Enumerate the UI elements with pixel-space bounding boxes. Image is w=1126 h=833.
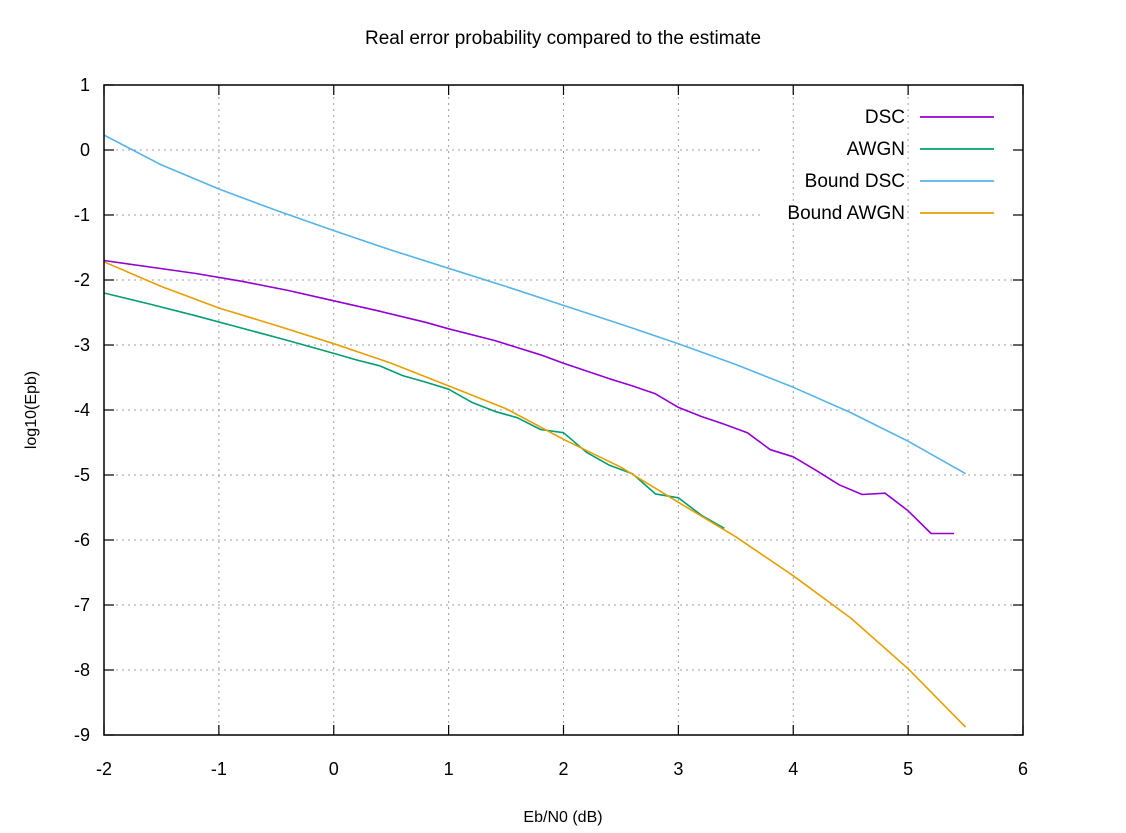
series-line-awgn bbox=[103, 292, 725, 529]
ticks bbox=[103, 84, 1024, 736]
y-tick-label: -8 bbox=[74, 660, 90, 680]
series-layer bbox=[103, 134, 967, 728]
y-tick-labels: 1 0 -1 -2 -3 -4 -5 -6 -7 -8 -9 bbox=[74, 75, 90, 745]
x-tick-label: -1 bbox=[211, 759, 227, 779]
y-tick-label: -2 bbox=[74, 270, 90, 290]
x-tick-label: 6 bbox=[1018, 759, 1028, 779]
y-tick-label: -7 bbox=[74, 595, 90, 615]
series-line-bound-awgn bbox=[103, 261, 967, 728]
x-tick-label: -2 bbox=[96, 759, 112, 779]
x-tick-label: 3 bbox=[673, 759, 683, 779]
legend-label-dsc: DSC bbox=[865, 107, 905, 128]
y-tick-label: -1 bbox=[74, 205, 90, 225]
x-tick-label: 1 bbox=[444, 759, 454, 779]
x-tick-label: 0 bbox=[329, 759, 339, 779]
series-line-dsc bbox=[103, 259, 955, 535]
series-line-bound-dsc bbox=[103, 134, 966, 475]
x-tick-labels: -2 -1 0 1 2 3 4 5 6 bbox=[96, 759, 1028, 779]
y-tick-label: -9 bbox=[74, 725, 90, 745]
chart-title: Real error probability compared to the e… bbox=[365, 28, 761, 49]
legend: DSC AWGN Bound DSC Bound AWGN bbox=[787, 107, 994, 224]
x-axis-label: Eb/N0 (dB) bbox=[523, 809, 602, 826]
y-tick-label: -3 bbox=[74, 335, 90, 355]
y-tick-label: -4 bbox=[74, 400, 90, 420]
y-tick-label: 0 bbox=[80, 140, 90, 160]
legend-label-bound-dsc: Bound DSC bbox=[805, 171, 905, 192]
x-tick-label: 2 bbox=[558, 759, 568, 779]
legend-label-bound-awgn: Bound AWGN bbox=[787, 203, 905, 224]
y-axis-label: log10(Epb) bbox=[23, 371, 40, 449]
grid bbox=[104, 85, 1023, 735]
y-tick-label: 1 bbox=[80, 75, 90, 95]
y-tick-label: -5 bbox=[74, 465, 90, 485]
x-tick-label: 5 bbox=[903, 759, 913, 779]
x-tick-label: 4 bbox=[788, 759, 798, 779]
y-tick-label: -6 bbox=[74, 530, 90, 550]
legend-label-awgn: AWGN bbox=[847, 139, 905, 160]
